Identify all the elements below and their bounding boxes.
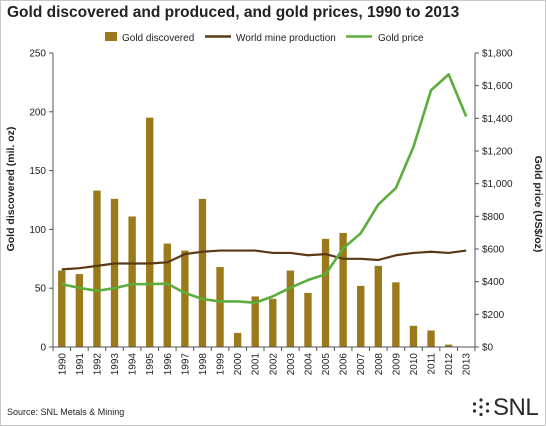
right-tick-label--1-400: $1,400 <box>482 114 513 125</box>
right-tick-label--1-600: $1,600 <box>482 81 513 92</box>
x-tick-label-1992: 1992 <box>92 353 103 376</box>
bar-1990 <box>58 270 66 347</box>
x-tick-label-2010: 2010 <box>409 353 420 376</box>
legend: Gold discovered World mine production Go… <box>105 32 424 44</box>
x-tick-label-2008: 2008 <box>374 353 385 376</box>
left-tick-label-200: 200 <box>29 107 46 118</box>
right-tick-label--600: $600 <box>482 245 505 256</box>
right-tick-label--200: $200 <box>482 310 505 321</box>
x-tick-label-2012: 2012 <box>444 353 455 376</box>
bar-2012 <box>444 344 453 347</box>
left-tick-label-150: 150 <box>29 166 46 177</box>
x-tick-label-1993: 1993 <box>110 353 121 376</box>
left-tick-label-50: 50 <box>35 284 47 295</box>
bar-2001 <box>251 296 259 347</box>
left-axis-ticks: 0 50 100 150 200 250 <box>29 49 53 354</box>
x-axis-ticks: 1990 1991 1992 1993 1994 1995 1996 1997 1998 1999… <box>52 347 476 376</box>
bar-1994 <box>128 216 136 347</box>
line-gold-price <box>61 73 468 305</box>
right-tick-label--1-000: $1,000 <box>482 179 513 190</box>
bar-1996 <box>163 243 171 347</box>
right-tick-label--1-800: $1,800 <box>482 49 513 60</box>
bar-2000 <box>233 332 242 347</box>
bar-1992 <box>93 190 101 347</box>
right-axis-ticks: $0 $200 $400 $600 $800 $1,000 $1,200 $1,400 $1,6… <box>475 49 513 354</box>
bar-2002 <box>269 298 277 347</box>
bar-2011 <box>427 330 435 347</box>
bar-1991 <box>75 274 84 347</box>
bar-1998 <box>198 198 207 347</box>
x-tick-label-2011: 2011 <box>427 353 438 375</box>
left-tick-label-100: 100 <box>29 225 46 236</box>
x-tick-label-1991: 1991 <box>75 353 86 376</box>
x-tick-label-2005: 2005 <box>321 353 332 376</box>
source-note: Source: SNL Metals & Mining <box>7 407 125 417</box>
x-tick-label-1990: 1990 <box>57 353 68 376</box>
legend-swatch-gold-discovered <box>105 32 117 41</box>
snl-logo: SNL <box>471 393 543 423</box>
x-tick-label-1999: 1999 <box>216 353 227 376</box>
left-tick-label-250: 250 <box>29 49 46 60</box>
x-tick-label-2002: 2002 <box>268 353 279 376</box>
bar-2005 <box>321 238 330 347</box>
snl-logo-mark-icon <box>472 398 490 417</box>
chart-title: Gold discovered and produced, and gold p… <box>7 4 460 21</box>
right-tick-label--400: $400 <box>482 277 505 288</box>
legend-label-world-mine-production: World mine production <box>236 33 336 44</box>
line-world-mine-production <box>61 249 467 271</box>
bar-2009 <box>392 282 400 347</box>
bars-gold-discovered <box>58 117 453 348</box>
x-tick-label-1994: 1994 <box>128 353 139 376</box>
right-tick-label--800: $800 <box>482 212 505 223</box>
bar-2003 <box>286 270 295 347</box>
bar-1997 <box>181 250 189 347</box>
left-tick-label-0: 0 <box>40 343 46 354</box>
x-tick-label-2004: 2004 <box>303 353 314 376</box>
right-axis-title: Gold price (US$/oz) <box>532 156 544 253</box>
x-tick-label-2001: 2001 <box>251 353 262 376</box>
x-tick-label-2009: 2009 <box>391 353 402 376</box>
bar-2006 <box>339 232 347 347</box>
right-tick-label--1-200: $1,200 <box>482 147 513 158</box>
bar-2010 <box>409 325 418 347</box>
x-tick-label-1995: 1995 <box>145 353 156 376</box>
x-tick-label-1996: 1996 <box>163 353 174 376</box>
snl-logo-text: SNL <box>493 394 539 421</box>
bar-2008 <box>374 265 382 347</box>
bar-2007 <box>357 285 365 347</box>
right-tick-label--0: $0 <box>482 343 494 354</box>
x-tick-label-1997: 1997 <box>180 353 191 376</box>
x-tick-label-2013: 2013 <box>462 353 473 376</box>
x-tick-label-1998: 1998 <box>198 353 209 376</box>
left-axis-title: Gold discovered (mil. oz) <box>5 127 17 252</box>
bar-1995 <box>146 117 154 348</box>
bar-2004 <box>304 292 312 347</box>
legend-label-gold-discovered: Gold discovered <box>122 33 194 44</box>
x-tick-label-2003: 2003 <box>286 353 297 376</box>
bar-1999 <box>216 267 224 347</box>
x-tick-label-2007: 2007 <box>356 353 367 376</box>
bar-1993 <box>110 198 119 347</box>
x-tick-label-2000: 2000 <box>233 353 244 376</box>
legend-label-gold-price: Gold price <box>378 33 424 44</box>
x-tick-label-2006: 2006 <box>339 353 350 376</box>
